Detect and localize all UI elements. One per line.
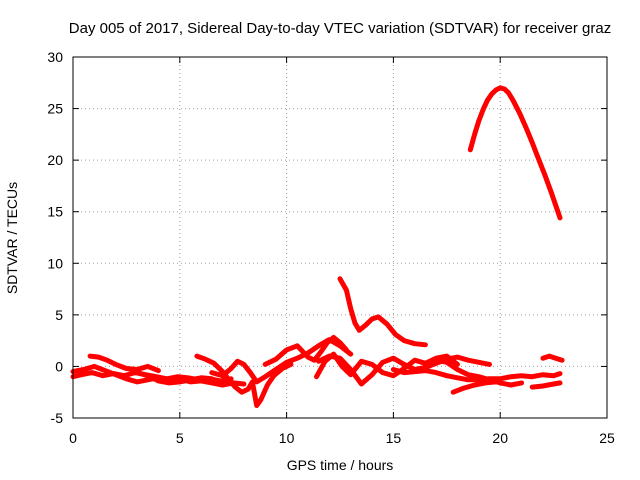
series-line-arc-2 xyxy=(70,363,247,388)
series-line-arc-12 xyxy=(422,357,525,388)
x-tick-label: 5 xyxy=(176,430,184,446)
series-line-arc-8 xyxy=(337,276,428,348)
y-tick-label: 10 xyxy=(47,255,63,271)
series-line-arc-5 xyxy=(194,353,294,409)
x-tick-labels: 0 5 10 15 20 25 xyxy=(69,430,615,446)
x-tick-label: 0 xyxy=(69,430,77,446)
series-line-arc-13 xyxy=(450,379,499,395)
data-series xyxy=(70,85,565,409)
series-line-arc-6 xyxy=(209,337,354,385)
y-tick-label: -5 xyxy=(51,410,64,426)
y-tick-label: 0 xyxy=(55,358,63,374)
x-tick-label: 10 xyxy=(279,430,295,446)
y-tick-label: 30 xyxy=(47,49,63,65)
series-line-arc-3 xyxy=(87,353,161,374)
series-line-arc-11 xyxy=(390,367,563,383)
series-line-arc-14 xyxy=(529,380,563,390)
axis-ticks xyxy=(72,56,608,419)
series-line-arc-15 xyxy=(540,353,565,363)
x-tick-label: 15 xyxy=(386,430,402,446)
y-tick-label: 25 xyxy=(47,101,63,117)
series-line-arc-7 xyxy=(262,335,349,367)
y-axis-label: SDTVAR / TECUs xyxy=(4,182,20,294)
series-line-arc-4 xyxy=(134,370,225,386)
series-line-arc-9 xyxy=(316,353,492,387)
x-axis-label: GPS time / hours xyxy=(287,457,394,473)
x-tick-label: 25 xyxy=(599,430,615,446)
y-tick-labels: -5 0 5 10 15 20 25 30 xyxy=(47,49,63,426)
x-tick-label: 20 xyxy=(492,430,508,446)
chart-title: Day 005 of 2017, Sidereal Day-to-day VTE… xyxy=(69,20,611,37)
plot-frame xyxy=(72,56,608,419)
y-tick-label: 5 xyxy=(55,307,63,323)
grid-lines xyxy=(73,57,607,418)
y-tick-label: 15 xyxy=(47,204,63,220)
series-line-arc-16 xyxy=(467,85,563,221)
y-tick-label: 20 xyxy=(47,152,63,168)
